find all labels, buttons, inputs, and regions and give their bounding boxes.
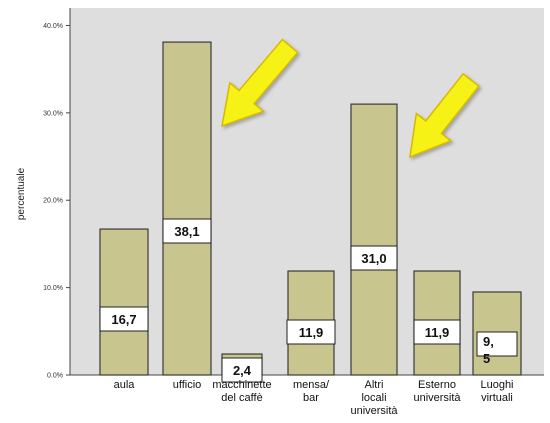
y-tick-label: 20.0%: [43, 198, 63, 205]
y-tick-label: 0.0%: [47, 373, 63, 380]
data-label-text: 11,9: [299, 325, 324, 340]
data-label: 31,0: [350, 245, 398, 271]
data-label-text: 31,0: [361, 251, 386, 266]
category-label: aula: [114, 379, 136, 391]
data-label-text: 11,9: [425, 325, 450, 340]
y-tick-label: 30.0%: [43, 110, 63, 117]
data-label-text: 16,7: [111, 312, 136, 327]
category-labels: aula ufficio macchinette del caffè mensa/bar…: [114, 379, 514, 417]
data-label-box: [286, 319, 336, 345]
data-label-box: [221, 357, 263, 383]
category-label: macchinette del caffè: [212, 379, 271, 404]
data-label-text: 5: [483, 351, 490, 366]
data-label-text: 38,1: [174, 224, 199, 239]
callout-arrows: [221, 38, 480, 159]
data-label-text: 2,4: [233, 363, 252, 378]
data-label: 11,9: [286, 319, 336, 345]
data-label-box: [162, 218, 212, 244]
callout-arrow: [409, 72, 480, 159]
bar: [350, 103, 398, 376]
data-label-text: 9,: [483, 334, 494, 349]
callout-arrow: [221, 38, 299, 128]
data-label-box: [350, 245, 398, 271]
category-label: ufficio: [173, 379, 202, 391]
category-label: mensa/bar: [293, 379, 330, 404]
data-label: 9,5: [476, 331, 518, 366]
data-label: 38,1: [162, 218, 212, 244]
y-ticks: 0.0% 10.0% 20.0% 30.0% 40.0%: [43, 23, 70, 380]
category-label: Altri locali università: [350, 379, 398, 417]
y-tick-label: 10.0%: [43, 285, 63, 292]
bar: [99, 228, 149, 376]
data-label: 16,7: [99, 306, 149, 332]
data-label: 2,4: [221, 357, 263, 383]
data-label: 11,9: [413, 319, 461, 345]
y-axis-label: percentuale: [16, 167, 27, 220]
y-tick-label: 40.0%: [43, 23, 63, 30]
bars: [99, 41, 522, 376]
category-label: Luoghi virtuali: [480, 379, 513, 404]
data-label-box: [99, 306, 149, 332]
bar: [162, 41, 212, 376]
data-labels: 16,738,12,411,931,011,99,5: [99, 218, 518, 383]
category-label: Esterno università: [413, 379, 461, 404]
data-label-box: [476, 331, 518, 357]
data-label-box: [413, 319, 461, 345]
